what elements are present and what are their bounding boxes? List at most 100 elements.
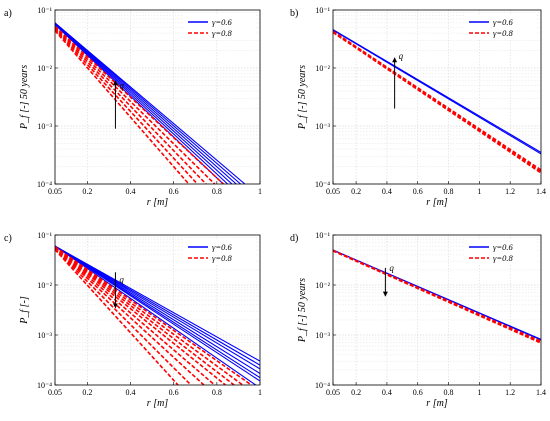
legend-label: γ=0.6 bbox=[493, 242, 513, 252]
legend-box bbox=[465, 239, 537, 265]
blue-series-line bbox=[55, 22, 241, 184]
series-group bbox=[333, 29, 541, 174]
legend-label: γ=0.8 bbox=[493, 28, 513, 38]
chart-panel-d: 0.05 0.2 0.4 0.6 0.8 1 1.2 1.4 10⁻⁴ 10⁻³ 10⁻² 10⁻¹ r… bbox=[297, 231, 546, 409]
legend-label: γ=0.8 bbox=[493, 253, 513, 263]
y-tick-label: 10⁻³ bbox=[315, 331, 330, 340]
y-axis-label: P_f [-] bbox=[19, 296, 30, 325]
blue-series-line bbox=[333, 29, 541, 155]
x-tick-label: 1.4 bbox=[536, 187, 546, 196]
legend-box bbox=[465, 14, 537, 40]
x-tick-label: 0.2 bbox=[351, 388, 361, 397]
y-axis-label: P_f [-] 50 years bbox=[297, 278, 308, 343]
blue-series-line bbox=[55, 245, 256, 385]
y-tick-label: 10⁻¹ bbox=[315, 6, 330, 15]
x-tick-label: 0.2 bbox=[351, 187, 361, 196]
x-tick-label: 0.8 bbox=[444, 388, 454, 397]
red-series-line bbox=[55, 246, 244, 385]
x-tick-label: 0.05 bbox=[326, 187, 340, 196]
x-tick-label: 0.2 bbox=[82, 187, 92, 196]
blue-series-line bbox=[55, 22, 237, 184]
red-series-line bbox=[55, 246, 235, 385]
blue-series-line bbox=[333, 29, 541, 153]
x-tick-label: 1.4 bbox=[536, 388, 546, 397]
red-series-line bbox=[55, 248, 192, 385]
x-tick-label: 0.05 bbox=[48, 187, 62, 196]
x-tick-label: 0.4 bbox=[382, 187, 392, 196]
legend: γ=0.6γ=0.8 bbox=[184, 14, 256, 40]
series-group bbox=[55, 245, 260, 385]
red-series-line bbox=[55, 27, 207, 184]
blue-series-line bbox=[55, 23, 233, 184]
red-series-line bbox=[55, 249, 179, 385]
y-tick-label: 10⁻⁴ bbox=[37, 180, 52, 189]
y-tick-label: 10⁻² bbox=[37, 64, 52, 73]
legend: γ=0.6γ=0.8 bbox=[465, 14, 537, 40]
axes-box bbox=[54, 9, 261, 185]
y-tick-label: 10⁻² bbox=[315, 64, 330, 73]
x-tick-label: 1 bbox=[477, 388, 481, 397]
legend: γ=0.6γ=0.8 bbox=[465, 239, 537, 265]
x-tick-label: 1 bbox=[258, 187, 262, 196]
y-tick-label: 10⁻³ bbox=[315, 122, 330, 131]
x-tick-label: 0.2 bbox=[82, 388, 92, 397]
x-tick-label: 1.2 bbox=[505, 388, 515, 397]
panel-label: d) bbox=[290, 233, 298, 244]
red-series-line bbox=[55, 26, 216, 184]
blue-series-line bbox=[55, 245, 260, 370]
legend-label: γ=0.8 bbox=[212, 253, 232, 263]
q-label: q bbox=[399, 51, 404, 61]
x-tick-label: 0.6 bbox=[169, 388, 179, 397]
axes-box bbox=[332, 9, 542, 185]
legend-label: γ=0.6 bbox=[212, 242, 232, 252]
chart-panel-c: 0.05 0.2 0.4 0.6 0.8 1 10⁻⁴ 10⁻³ 10⁻² 10⁻¹ r [m] P_… bbox=[19, 231, 262, 409]
y-tick-label: 10⁻³ bbox=[37, 331, 52, 340]
x-tick-label: 0.8 bbox=[212, 388, 222, 397]
axes-box bbox=[332, 234, 542, 386]
legend-label: γ=0.8 bbox=[212, 28, 232, 38]
x-tick-label: 0.8 bbox=[212, 187, 222, 196]
q-label: q bbox=[389, 263, 394, 273]
x-tick-label: 0.6 bbox=[413, 187, 423, 196]
x-tick-label: 1.2 bbox=[505, 187, 515, 196]
x-tick-label: 1 bbox=[258, 388, 262, 397]
y-axis-label: P_f [-] 50 years bbox=[19, 65, 30, 130]
red-series-line bbox=[55, 247, 216, 385]
x-axis-label: r [m] bbox=[426, 398, 448, 409]
red-series-line bbox=[333, 250, 541, 344]
blue-series-line bbox=[55, 23, 229, 184]
chart-panel-a: 0.05 0.2 0.4 0.6 0.8 1 10⁻⁴ 10⁻³ 10⁻² 10⁻¹ r [m] P_… bbox=[19, 6, 262, 208]
x-axis-label: r [m] bbox=[426, 197, 448, 208]
panel-label: b) bbox=[290, 8, 298, 19]
x-axis-label: r [m] bbox=[147, 398, 169, 409]
red-series-line bbox=[55, 246, 252, 385]
y-tick-label: 10⁻³ bbox=[37, 122, 52, 131]
y-tick-label: 10⁻¹ bbox=[37, 6, 52, 15]
series-group bbox=[55, 22, 246, 184]
x-tick-label: 0.8 bbox=[444, 187, 454, 196]
blue-series-line bbox=[55, 245, 260, 362]
red-series-line bbox=[55, 247, 226, 385]
x-tick-label: 0.6 bbox=[413, 388, 423, 397]
red-series-line bbox=[55, 30, 190, 184]
y-tick-label: 10⁻¹ bbox=[315, 231, 330, 240]
blue-series-line bbox=[55, 245, 260, 374]
panel-label: c) bbox=[4, 233, 12, 244]
x-tick-label: 0.4 bbox=[382, 388, 392, 397]
chart-panel-b: 0.05 0.2 0.4 0.6 0.8 1 1.2 1.4 10⁻⁴ 10⁻³ 10⁻² 10⁻¹ r… bbox=[297, 6, 546, 208]
legend-label: γ=0.6 bbox=[493, 17, 513, 27]
y-tick-label: 10⁻⁴ bbox=[315, 180, 330, 189]
red-series-line bbox=[55, 248, 205, 385]
x-tick-label: 0.6 bbox=[169, 187, 179, 196]
x-tick-label: 0.05 bbox=[326, 388, 340, 397]
series-group bbox=[333, 249, 541, 344]
y-tick-label: 10⁻⁴ bbox=[315, 381, 330, 390]
red-series-line bbox=[55, 25, 224, 184]
q-label: q bbox=[119, 80, 124, 90]
x-tick-label: 0.4 bbox=[126, 388, 136, 397]
legend-label: γ=0.6 bbox=[212, 17, 232, 27]
red-series-line bbox=[55, 29, 199, 184]
y-tick-label: 10⁻⁴ bbox=[37, 381, 52, 390]
x-axis-label: r [m] bbox=[147, 197, 169, 208]
